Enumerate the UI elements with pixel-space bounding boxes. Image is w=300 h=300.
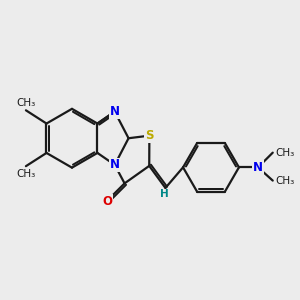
Text: O: O — [102, 194, 112, 208]
Text: N: N — [110, 158, 120, 171]
Text: CH₃: CH₃ — [275, 148, 294, 158]
Text: CH₃: CH₃ — [16, 169, 35, 178]
Text: CH₃: CH₃ — [16, 98, 35, 108]
Text: S: S — [145, 129, 154, 142]
Text: H: H — [160, 189, 168, 200]
Text: N: N — [110, 105, 120, 118]
Text: N: N — [253, 161, 263, 174]
Text: CH₃: CH₃ — [275, 176, 294, 186]
